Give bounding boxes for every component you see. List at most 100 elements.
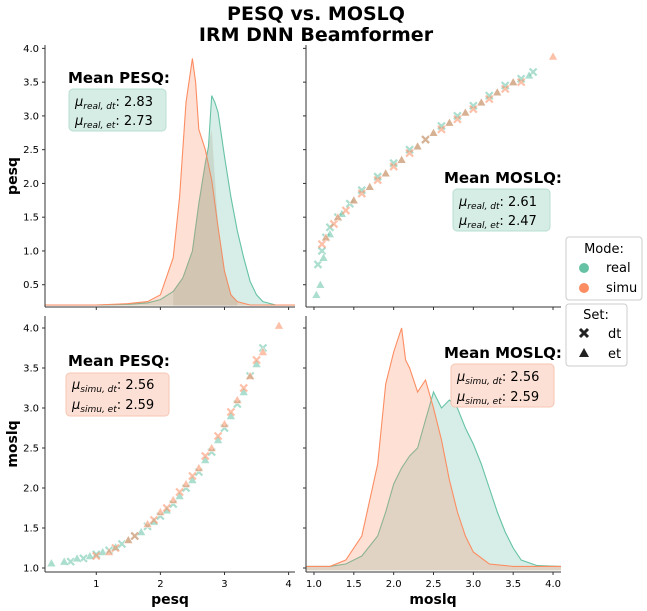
annotation-top-left: Mean PESQ: μreal, dt: 2.83 μreal, et: 2.… [68, 69, 170, 132]
point-real-et [315, 279, 326, 289]
annotation-heading: Mean PESQ: [68, 69, 170, 87]
svg-text:μreal, dt: 2.83: μreal, dt: 2.83 [74, 95, 153, 112]
point-real-et [59, 556, 70, 566]
point-simu-dt [175, 487, 184, 497]
svg-text:μsimu, et: 2.59: μsimu, et: 2.59 [456, 390, 539, 407]
point-simu-dt [213, 431, 223, 441]
y-tick-label: 3.5 [23, 78, 39, 89]
point-simu-et [193, 462, 204, 472]
point-simu-et [412, 141, 423, 151]
kde-line-real [306, 390, 561, 567]
x-axis-label-right: moslq [409, 592, 456, 608]
point-real-et [524, 70, 535, 80]
annotation-subscript: simu, dt [465, 377, 502, 387]
legend-marker-et [579, 348, 589, 357]
x-tick-label: 3.5 [505, 579, 521, 590]
point-simu-et [476, 97, 487, 107]
annotation-subscript: real, et [83, 121, 116, 131]
point-simu-dt [469, 104, 478, 114]
point-real-et [84, 550, 95, 560]
svg-text:μreal, dt: 2.61: μreal, dt: 2.61 [458, 195, 537, 212]
annotation-subscript: real, dt [467, 202, 500, 212]
point-simu-dt [485, 94, 494, 104]
point-simu-et [219, 418, 230, 428]
legend-marker-simu [579, 283, 589, 293]
chart-title-line1: PESQ vs. MOSLQ [227, 3, 405, 25]
tick-layer: 0.5 1.0 1.5 2.0 2.5 3.0 3.5 4.0 1.0 1.5 2.0 2.5 3.0 3… [23, 44, 561, 590]
y-tick-label: 2.0 [23, 179, 39, 190]
annotation-subscript: simu, et [80, 405, 117, 415]
x-tick-label: 3.0 [465, 579, 481, 590]
x-tick-label: 2 [157, 579, 163, 590]
legend-title: Mode: [584, 242, 624, 257]
point-simu-dt [239, 383, 248, 393]
annotation-heading: Mean MOSLQ: [444, 169, 562, 187]
panel-pesq-vs-moslq [46, 320, 284, 567]
x-axis-label-left: pesq [151, 592, 189, 608]
point-real-et [46, 558, 57, 567]
point-real-et [136, 526, 147, 536]
point-simu-dt [92, 551, 101, 561]
point-simu-dt [453, 115, 462, 124]
panel-moslq-vs-pesq [311, 51, 558, 299]
point-simu-dt [200, 451, 210, 461]
point-simu-dt [149, 515, 159, 525]
annotation-value: 2.59 [510, 390, 539, 405]
annotation-value: 2.56 [510, 370, 539, 385]
annotation-value: 2.59 [125, 398, 154, 413]
point-simu-dt [421, 135, 430, 144]
legend-label-real: real [606, 261, 631, 276]
legend-label-dt: dt [608, 327, 621, 342]
x-tick-label: 4 [285, 579, 291, 590]
annotation-subscript: simu, et [465, 397, 502, 407]
x-tick-label: 4.0 [545, 579, 561, 590]
point-simu-et [332, 212, 343, 221]
point-simu-dt [357, 189, 367, 198]
point-simu-dt [329, 219, 339, 229]
annotation-value: 2.56 [125, 378, 154, 393]
y-tick-label: 2.5 [23, 145, 39, 156]
kde-area-real [45, 95, 295, 306]
y-tick-label: 4.0 [23, 44, 39, 55]
x-tick-label: 2.0 [386, 579, 402, 590]
kde-overlap [173, 129, 238, 306]
point-simu-et [492, 87, 503, 97]
svg-text:μsimu, dt: 2.56: μsimu, dt: 2.56 [456, 370, 539, 387]
annotation-value: 2.73 [124, 114, 153, 129]
point-simu-dt [516, 77, 526, 87]
legend-label-et: et [608, 347, 621, 362]
svg-text:μreal, et: 2.47: μreal, et: 2.47 [458, 214, 537, 231]
kde-area-simu [306, 328, 561, 571]
point-simu-et [460, 107, 471, 117]
y-tick-label: 1.0 [23, 564, 39, 575]
point-simu-dt [162, 503, 172, 513]
legend-label-simu: simu [606, 281, 637, 296]
svg-text:μreal, et: 2.73: μreal, et: 2.73 [74, 114, 153, 131]
legend-set: Set: dt et [565, 303, 628, 367]
point-real-et [311, 289, 322, 299]
svg-text:μsimu, dt: 2.56: μsimu, dt: 2.56 [71, 378, 154, 395]
point-simu-dt [317, 239, 327, 249]
point-simu-dt [373, 175, 382, 185]
point-simu-et [123, 534, 134, 544]
point-simu-et [258, 346, 268, 356]
y-tick-label: 1.5 [23, 524, 39, 535]
point-simu-dt [111, 543, 120, 553]
kde-line-real [45, 95, 295, 306]
point-simu-et [232, 394, 243, 404]
y-tick-label: 0.5 [23, 280, 39, 291]
legend-marker-dt [578, 327, 590, 339]
point-simu-et [104, 546, 115, 556]
point-simu-dt [226, 407, 236, 417]
annotation-bottom-right: Mean MOSLQ: μsimu, dt: 2.56 μsimu, et: 2… [444, 344, 562, 408]
panel-pesq-kde [45, 58, 295, 306]
point-simu-dt [130, 531, 140, 541]
y-tick-label: 3.0 [23, 111, 39, 122]
point-simu-et [548, 51, 558, 61]
annotation-heading: Mean PESQ: [68, 352, 170, 370]
annotation-box [452, 188, 551, 232]
x-tick-label: 3 [221, 579, 227, 590]
point-real-dt [313, 260, 323, 269]
annotation-heading: Mean MOSLQ: [444, 344, 562, 362]
point-simu-et [274, 320, 284, 330]
